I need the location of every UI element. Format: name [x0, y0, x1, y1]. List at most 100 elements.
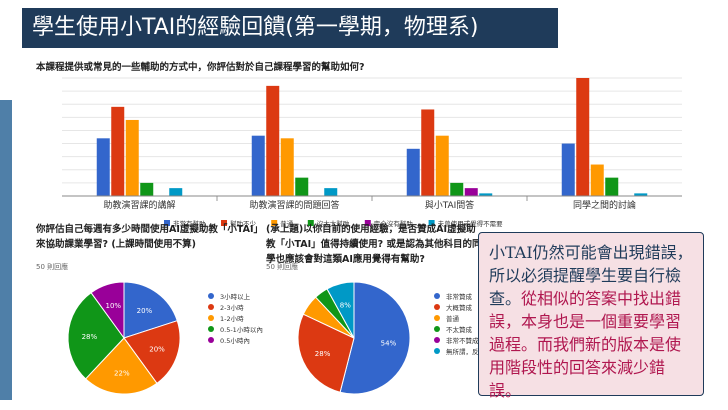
legend-label: 大概贊成	[446, 303, 472, 312]
legend-dot	[434, 314, 440, 321]
legend-item: 0.5小時內	[208, 334, 263, 345]
legend-label: 幫助不少	[230, 219, 257, 228]
legend-item: 1-2小時	[208, 312, 263, 323]
legend-label: 非常有幫助	[173, 219, 206, 228]
slice-label: 10%	[105, 302, 121, 310]
legend-label: 完全沒有幫助	[374, 219, 414, 228]
legend-dot	[208, 336, 214, 343]
callout-text: 小TAI仍然可能會出現錯誤，所以必須提醒學生要自行檢查。	[489, 243, 693, 308]
pie-slice	[123, 281, 178, 339]
bar	[576, 78, 590, 196]
bar	[295, 177, 309, 196]
legend-dot	[434, 292, 440, 299]
pie-slice	[326, 281, 355, 339]
pie-chart-hours: 20% 20% 22% 28% 10%	[67, 281, 181, 395]
bar-chart-title: 本課程提供或常見的一些輔助的方式中，你評估對於自己課程學習的幫助如何?	[36, 62, 365, 73]
bar	[421, 109, 435, 196]
bar	[324, 188, 338, 196]
legend-item: 無所謂，反正選修	[434, 345, 498, 356]
legend-label: 非常贊成	[446, 292, 472, 301]
legend-label: 3小時以上	[220, 292, 251, 301]
bar	[111, 106, 125, 196]
legend-label: 0.5-1小時以內	[220, 325, 263, 334]
bar	[406, 148, 420, 196]
legend-label: 2-3小時	[220, 303, 244, 312]
bar	[251, 135, 265, 196]
legend-item: 3小時以上	[208, 290, 263, 301]
legend-label: 普通	[446, 314, 459, 323]
legend-swatch	[428, 220, 435, 226]
pie2-responses: 50 則回應	[266, 263, 299, 271]
legend-dot	[434, 303, 440, 310]
legend-label: 未曾使用或覺得不需要	[438, 219, 504, 228]
legend-dot	[434, 336, 440, 343]
pie2-question: (承上題)以你目前的使用經驗，是否贊成AI虛擬助教「小TAI」值得持續使用? 或…	[266, 224, 482, 265]
bar	[140, 182, 154, 196]
category-label: 同學之間的討論	[573, 199, 636, 211]
accent-bar	[0, 100, 12, 400]
legend-swatch	[364, 220, 371, 226]
bar	[634, 193, 648, 196]
bar	[561, 143, 575, 196]
legend-label: 不太贊成	[446, 325, 472, 334]
legend-swatch	[164, 220, 170, 226]
bar	[435, 135, 449, 196]
slice-label: 28%	[315, 350, 331, 358]
legend-dot	[434, 347, 440, 354]
legend-swatch	[307, 220, 314, 226]
content-frame: 本課程提供或常見的一些輔助的方式中，你評估對於自己課程學習的幫助如何? 助教演習…	[22, 52, 708, 402]
slice-label: 22%	[114, 370, 130, 378]
category-label: 與小TAI問答	[425, 199, 475, 211]
legend-item: 非常贊成	[434, 290, 498, 301]
legend-item: 0.5-1小時以內	[208, 323, 263, 334]
legend-dot	[208, 303, 214, 310]
callout-box: 小TAI仍然可能會出現錯誤，所以必須提醒學生要自行檢查。從相似的答案中找出錯誤，…	[478, 232, 704, 400]
pie-chart-approval: 54% 28% 8%	[297, 281, 411, 395]
bar	[266, 85, 280, 196]
bar	[464, 188, 478, 196]
slide-title: 學生使用小TAI的經驗回饋(第一學期，物理系)	[22, 8, 558, 48]
bar	[169, 188, 183, 196]
legend-label: 無所謂，反正選修	[446, 347, 498, 356]
pie1-legend: 3小時以上 2-3小時 1-2小時 0.5-1小時以內 0.5小時內	[208, 290, 263, 345]
legend-dot	[208, 325, 214, 332]
callout-highlight-text: 從相似的答案中找出錯誤，本身也是一個重要學習過程。而我們新的版本是使用階段性的回…	[489, 289, 682, 400]
pie1-responses: 50 則回應	[36, 263, 69, 271]
bar	[280, 138, 294, 196]
legend-label: 0.5小時內	[220, 336, 250, 345]
legend-label: 普通	[280, 219, 294, 228]
pie-slice	[90, 281, 125, 340]
bar	[590, 164, 604, 196]
legend-item: 2-3小時	[208, 301, 263, 312]
pie1-question: 你評估自己每週有多少時間使用AI虛擬助教「小TAI」來協助課業學習? (上課時間…	[36, 224, 264, 250]
legend-label: 1-2小時	[220, 314, 244, 323]
category-label: 助教演習課的問題回答	[249, 199, 339, 211]
slice-label: 54%	[381, 339, 397, 347]
pie-slice	[67, 291, 125, 380]
pie-slice	[339, 281, 411, 395]
pie-slice	[84, 337, 158, 395]
bar	[450, 182, 464, 196]
slice-label: 20%	[149, 346, 165, 354]
legend-swatch	[221, 220, 227, 226]
legend-item: 非常不贊成	[434, 334, 498, 345]
legend-item: 大概贊成	[434, 301, 498, 312]
slice-label: 28%	[82, 333, 98, 341]
slice-label: 20%	[137, 307, 153, 315]
bar	[605, 177, 619, 196]
legend-dot	[208, 314, 214, 321]
legend-label: 沒太大幫助	[317, 219, 350, 228]
legend-swatch	[271, 220, 278, 226]
pie-slice	[297, 313, 355, 393]
bar	[479, 193, 493, 196]
legend-item: 普通	[434, 312, 498, 323]
pie2-legend: 非常贊成大概贊成普通不太贊成非常不贊成無所謂，反正選修	[434, 290, 498, 356]
bar	[125, 119, 139, 196]
category-label: 助教演習課的講解	[103, 199, 175, 211]
legend-label: 非常不贊成	[446, 336, 479, 345]
pie-slice	[123, 320, 181, 385]
bar	[96, 138, 110, 196]
legend-item: 不太贊成	[434, 323, 498, 334]
legend-dot	[208, 292, 214, 299]
